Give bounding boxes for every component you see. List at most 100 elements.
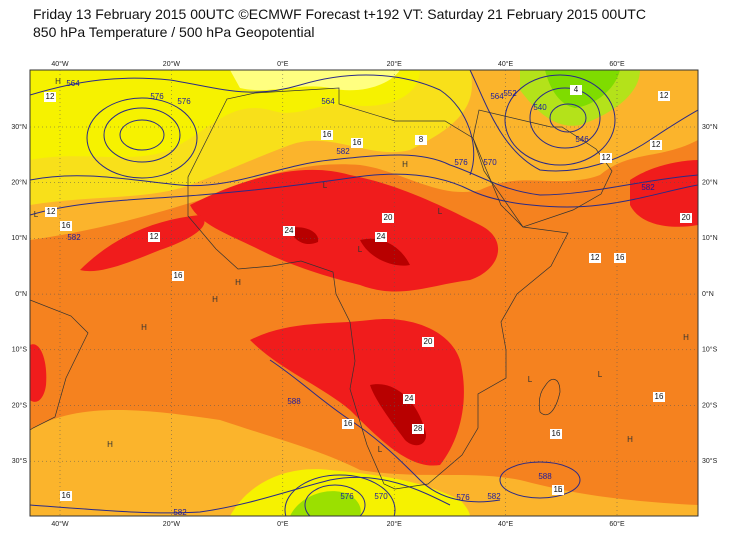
temperature-label-box	[570, 85, 582, 95]
lat-label: 30°S	[12, 457, 28, 465]
temperature-label: 8	[419, 135, 424, 144]
lon-label: 20°E	[387, 60, 403, 68]
pressure-center: H	[402, 160, 408, 169]
pressure-center: H	[235, 278, 241, 287]
pressure-center: L	[378, 445, 383, 454]
field-band	[80, 215, 205, 272]
temperature-label-box	[403, 394, 415, 404]
temperature-label-box	[45, 207, 57, 217]
pressure-center: H	[107, 440, 113, 449]
geopotential-label: 540	[533, 103, 547, 112]
temperature-label-box	[600, 153, 612, 163]
temperature-label: 16	[62, 491, 71, 500]
temperature-label-box	[653, 392, 665, 402]
temperature-label: 16	[344, 419, 353, 428]
temperature-label: 12	[46, 92, 55, 101]
map-frame	[29, 69, 699, 517]
lon-label: 20°W	[163, 520, 181, 528]
pressure-center: L	[558, 485, 563, 494]
temperature-label: 12	[602, 153, 611, 162]
geopotential-label: 564	[66, 79, 80, 88]
temperature-label: 16	[655, 392, 664, 401]
geopotential-label: 582	[336, 147, 350, 156]
temperature-label-box	[60, 491, 72, 501]
temperature-label: 24	[405, 394, 414, 403]
geopotential-label: 588	[287, 397, 301, 406]
temperature-label-box	[589, 253, 601, 263]
pressure-center: L	[438, 207, 443, 216]
temperature-label: 12	[660, 91, 669, 100]
geopotential-label: 576	[150, 92, 164, 101]
temperature-label-box	[614, 253, 626, 263]
lon-label: 20°W	[163, 60, 181, 68]
lat-label: 10°S	[702, 346, 718, 354]
lat-label: 20°S	[12, 401, 28, 409]
lon-label: 40°E	[498, 60, 514, 68]
temperature-label: 16	[554, 485, 563, 494]
lat-label: 0°N	[702, 290, 714, 298]
temperature-label: 4	[574, 85, 579, 94]
lon-label: 40°W	[51, 520, 69, 528]
temperature-label-box	[148, 232, 160, 242]
temperature-label-box	[550, 429, 562, 439]
temperature-label: 16	[62, 221, 71, 230]
temperature-label: 20	[424, 337, 433, 346]
temperature-label-box	[321, 130, 333, 140]
lat-label: 10°S	[12, 346, 28, 354]
temperature-label-box	[351, 138, 363, 148]
temperature-label: 24	[377, 232, 386, 241]
lat-label: 20°N	[702, 179, 718, 187]
pressure-center: H	[141, 323, 147, 332]
fields	[30, 70, 698, 516]
lat-label: 30°N	[11, 123, 27, 131]
lon-label: 40°W	[51, 60, 69, 68]
temperature-label-box	[172, 271, 184, 281]
temperature-label-box	[552, 485, 564, 495]
lat-label: 20°S	[702, 401, 718, 409]
lat-label: 30°S	[702, 457, 718, 465]
lat-label: 10°N	[702, 234, 718, 242]
lon-label: 40°E	[498, 520, 514, 528]
temperature-label-box	[44, 92, 56, 102]
temperature-label-box	[412, 424, 424, 434]
temperature-label: 16	[323, 130, 332, 139]
lon-label: 20°E	[387, 520, 403, 528]
geopotential-label: 552	[503, 89, 517, 98]
lat-label: 0°N	[15, 290, 27, 298]
field-band	[230, 469, 470, 516]
geopotential-label: 582	[67, 233, 81, 242]
pressure-center: L	[34, 210, 39, 219]
temperature-label: 24	[285, 226, 294, 235]
field-band	[370, 384, 426, 446]
geopotential-label: 588	[538, 472, 552, 481]
geopotential-label: 576	[456, 493, 470, 502]
temperature-label: 16	[353, 138, 362, 147]
lon-label: 60°E	[609, 60, 625, 68]
geopotential-label: 576	[177, 97, 191, 106]
geopotential-label: 564	[321, 97, 335, 106]
temperature-label: 12	[652, 140, 661, 149]
temperature-label: 12	[47, 207, 56, 216]
temperature-label-box	[342, 419, 354, 429]
temperature-label-box	[375, 232, 387, 242]
lat-label: 10°N	[11, 234, 27, 242]
temperature-label-box	[60, 221, 72, 231]
temperature-label: 12	[591, 253, 600, 262]
map-title: Friday 13 February 2015 00UTC ©ECMWF For…	[33, 6, 646, 22]
temperature-label: 12	[150, 232, 159, 241]
geopotential-label: 564	[490, 92, 504, 101]
field-band	[190, 169, 499, 292]
geopotential-label: 570	[483, 158, 497, 167]
lon-label: 0°E	[277, 60, 289, 68]
field-band	[290, 491, 361, 516]
field-band	[30, 70, 420, 160]
temperature-label-box	[658, 91, 670, 101]
temperature-label: 16	[616, 253, 625, 262]
pressure-center: H	[627, 435, 633, 444]
geopotential-label: 570	[374, 492, 388, 501]
temperature-label-box	[283, 226, 295, 236]
temperature-label-box	[650, 140, 662, 150]
pressure-center: L	[323, 181, 328, 190]
temperature-label-box	[680, 213, 692, 223]
